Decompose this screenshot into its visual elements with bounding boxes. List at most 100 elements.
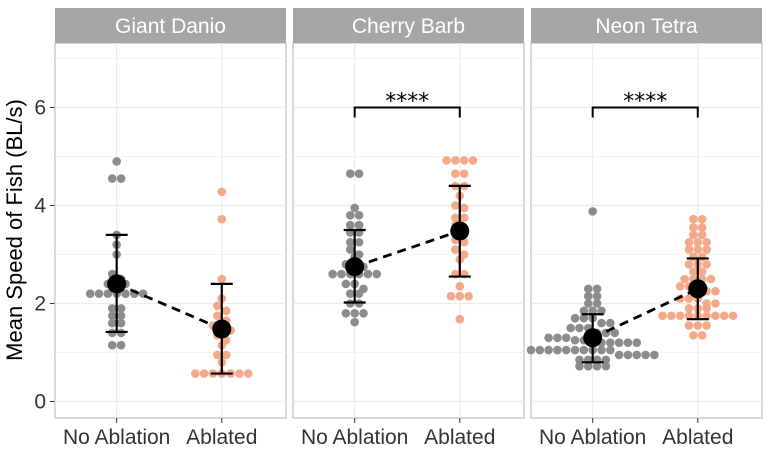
x-tick-label: Ablated <box>662 426 733 449</box>
significance-bracket <box>353 106 461 118</box>
data-point-no-ablation <box>107 174 117 183</box>
y-tick-label: 4 <box>34 195 46 218</box>
data-point-ablated <box>697 331 707 340</box>
data-point-ablated <box>459 203 469 213</box>
data-point-ablated <box>199 369 209 378</box>
significance-bracket <box>591 106 699 118</box>
mean-point-no-ablation <box>583 328 603 348</box>
data-point-no-ablation <box>85 289 95 299</box>
data-point-no-ablation <box>592 299 602 308</box>
panel-neon-tetra: Neon Tetra **** No Ablation Ablated <box>526 8 763 449</box>
y-tick-label: 2 <box>34 293 46 316</box>
data-point-ablated <box>689 331 698 340</box>
panel-frame <box>54 42 287 419</box>
data-point-ablated <box>702 237 711 247</box>
data-point-ablated <box>451 245 460 254</box>
data-point-no-ablation <box>535 345 545 355</box>
data-point-ablated <box>689 230 698 240</box>
data-point-no-ablation <box>354 169 364 178</box>
data-point-no-ablation <box>588 207 597 216</box>
data-point-no-ablation <box>570 313 580 323</box>
data-point-ablated <box>689 223 698 232</box>
data-point-ablated <box>442 156 451 165</box>
data-point-ablated <box>455 282 465 291</box>
mean-connector-line <box>592 287 699 340</box>
data-point-ablated <box>697 252 707 262</box>
data-point-ablated <box>217 214 227 224</box>
data-point-no-ablation <box>583 299 593 308</box>
data-point-ablated <box>459 156 469 165</box>
mean-point-ablated <box>450 221 470 241</box>
data-point-no-ablation <box>107 311 117 321</box>
y-tick-label: 6 <box>34 97 46 120</box>
data-point-no-ablation <box>345 169 355 178</box>
data-point-ablated <box>667 311 676 321</box>
data-point-no-ablation <box>350 203 359 213</box>
data-point-no-ablation <box>575 361 584 371</box>
data-point-no-ablation <box>632 350 642 360</box>
data-point-ablated <box>702 245 711 254</box>
data-point-ablated <box>468 156 478 165</box>
data-point-no-ablation <box>359 309 368 318</box>
data-point-ablated <box>728 311 738 321</box>
data-point-ablated <box>217 274 227 284</box>
data-point-no-ablation <box>354 237 364 247</box>
data-point-no-ablation <box>372 269 382 279</box>
facet-strip-label: Giant Danio <box>115 15 226 38</box>
data-point-no-ablation <box>601 361 611 371</box>
data-point-no-ablation <box>94 289 104 299</box>
panel-cherry-barb: Cherry Barb **** No Ablation Ablated <box>292 8 525 449</box>
data-point-ablated <box>684 237 694 247</box>
data-point-no-ablation <box>112 157 121 166</box>
facet-strip-label: Neon Tetra <box>595 15 698 38</box>
data-point-no-ablation <box>575 323 584 333</box>
data-point-no-ablation <box>121 289 130 299</box>
data-point-no-ablation <box>632 338 642 348</box>
data-point-ablated <box>697 267 707 276</box>
mean-connector-line <box>354 229 461 269</box>
data-point-ablated <box>711 299 720 308</box>
data-point-no-ablation <box>116 311 126 321</box>
data-point-ablated <box>697 223 707 232</box>
data-point-no-ablation <box>354 289 364 299</box>
data-point-no-ablation <box>116 304 126 313</box>
x-tick-label: Ablated <box>186 426 257 449</box>
data-point-ablated <box>221 306 231 316</box>
x-tick-label: No Ablation <box>63 426 170 449</box>
data-point-ablated <box>243 369 253 378</box>
data-point-ablated <box>693 245 703 254</box>
data-point-no-ablation <box>570 335 580 345</box>
data-point-ablated <box>235 369 244 378</box>
data-point-ablated <box>711 311 720 321</box>
data-point-no-ablation <box>570 345 580 355</box>
data-point-no-ablation <box>614 338 624 348</box>
data-point-ablated <box>213 350 222 360</box>
data-point-ablated <box>451 213 460 223</box>
data-point-ablated <box>213 311 222 321</box>
x-tick-label: Ablated <box>424 426 495 449</box>
data-point-ablated <box>702 311 711 321</box>
data-point-ablated <box>689 252 698 262</box>
data-point-no-ablation <box>641 350 650 360</box>
data-point-ablated <box>689 267 698 276</box>
x-tick-label: No Ablation <box>539 426 646 449</box>
data-point-no-ablation <box>588 306 597 316</box>
data-point-ablated <box>658 311 667 321</box>
data-point-no-ablation <box>116 174 126 183</box>
data-point-no-ablation <box>623 350 633 360</box>
data-point-no-ablation <box>610 328 620 338</box>
data-point-ablated <box>675 282 685 291</box>
data-point-no-ablation <box>354 211 364 220</box>
data-point-ablated <box>455 314 465 324</box>
facet-strip <box>531 8 762 43</box>
data-point-no-ablation <box>623 338 633 348</box>
data-point-ablated <box>451 169 460 178</box>
data-point-ablated <box>693 321 703 330</box>
data-point-no-ablation <box>345 289 355 299</box>
data-point-no-ablation <box>107 340 117 350</box>
data-point-no-ablation <box>583 284 593 294</box>
facet-strip <box>55 8 286 43</box>
mean-point-ablated <box>212 319 232 339</box>
